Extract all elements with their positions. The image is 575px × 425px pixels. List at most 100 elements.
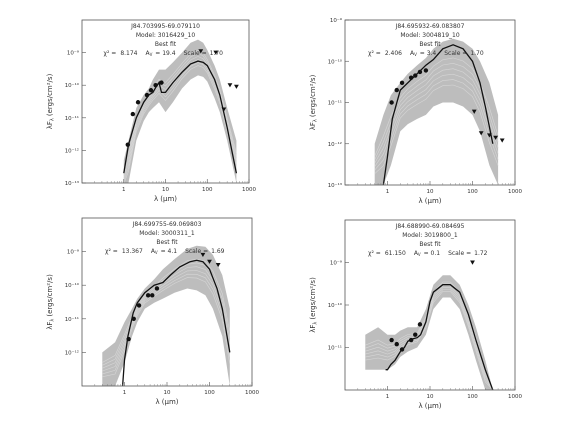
data-point xyxy=(130,111,136,117)
data-point xyxy=(394,87,399,93)
y-tick-label: 10⁻¹⁰ xyxy=(65,282,80,289)
chi2-value: 2.406 xyxy=(385,50,402,57)
y-tick-label: 10⁻¹¹ xyxy=(65,316,79,323)
data-point xyxy=(417,69,423,75)
y-axis-label-units: (ergs/cm²/s) xyxy=(46,274,54,317)
model-envelope xyxy=(102,245,230,386)
data-point xyxy=(136,303,142,308)
data-point xyxy=(417,322,423,327)
source-id: J84.688990-69.084695 xyxy=(395,223,465,230)
data-point xyxy=(159,80,164,85)
y-axis-label-main: λF xyxy=(46,121,54,129)
y-axis-label-main: λF xyxy=(309,325,317,333)
model-curve xyxy=(123,59,237,179)
model-curve xyxy=(365,285,494,390)
model-curve xyxy=(374,73,499,167)
data-point xyxy=(153,83,158,88)
av-value: 19.4 xyxy=(162,50,176,57)
y-tick-label: 10⁻¹¹ xyxy=(65,115,79,122)
av-value: 0.1 xyxy=(431,250,441,257)
x-axis-label: λ (μm) xyxy=(418,402,441,410)
best-fit-label: Best fit xyxy=(419,241,441,248)
chi2-label: χ² = xyxy=(104,50,117,57)
y-tick-label: 10⁻¹⁰ xyxy=(328,58,343,65)
av-sub: V xyxy=(155,250,158,255)
y-tick-label: 10⁻⁹ xyxy=(330,17,342,24)
y-axis-label: λFλ (ergs/cm²/s) xyxy=(46,274,56,330)
y-axis-label-sub: λ xyxy=(50,319,56,322)
best-fit-label: Best fit xyxy=(156,239,178,246)
y-tick-label: 10⁻¹⁰ xyxy=(328,302,343,309)
av-label: A xyxy=(151,248,156,255)
y-axis-label-sub: λ xyxy=(313,119,319,122)
model-label: Model: 3019800_1 xyxy=(402,232,458,239)
fit-stats: χ² = 2.406 AV = 3.4 Scale = 1.70 xyxy=(368,50,484,57)
x-tick-label: 1000 xyxy=(245,390,259,396)
data-point xyxy=(125,142,130,147)
av-label: A xyxy=(414,250,419,257)
upper-limit-marker xyxy=(198,49,204,54)
y-tick-label: 10⁻¹² xyxy=(65,349,79,356)
chi2-value: 13.367 xyxy=(122,248,143,255)
av-value: 3.4 xyxy=(427,50,437,57)
model-curve xyxy=(365,287,494,390)
av-eq: = xyxy=(153,50,162,57)
chi2-value: 8.174 xyxy=(120,50,137,57)
data-point xyxy=(413,73,418,78)
upper-limit-marker xyxy=(215,262,221,268)
data-point xyxy=(150,293,155,298)
y-tick-label: 10⁻¹⁰ xyxy=(65,82,80,89)
fit-stats: χ² = 13.367 AV = 4.1 Scale = 1.69 xyxy=(105,248,225,255)
y-tick-label: 10⁻¹¹ xyxy=(328,345,342,352)
y-axis-label-main: λF xyxy=(309,122,317,130)
source-id: J84.703995-69.079110 xyxy=(130,23,200,30)
upper-limit-marker xyxy=(478,131,484,136)
x-tick-label: 1 xyxy=(386,189,390,195)
x-tick-label: 1000 xyxy=(508,189,522,195)
data-point xyxy=(154,286,160,291)
model-curve xyxy=(374,57,499,157)
x-axis-label: λ (μm) xyxy=(154,195,177,203)
upper-limit-marker xyxy=(227,83,233,88)
y-axis-label-units: (ergs/cm²/s) xyxy=(309,74,317,117)
av-sub: V xyxy=(150,52,153,57)
model-label: Model: 3016429_10 xyxy=(136,32,195,39)
av-sub: V xyxy=(418,252,421,257)
x-tick-label: 1 xyxy=(123,390,127,396)
x-tick-label: 1 xyxy=(386,394,390,400)
chi2-value: 61.150 xyxy=(385,250,406,257)
av-label: A xyxy=(146,50,151,57)
chi2-label: χ² = xyxy=(368,50,381,57)
x-axis-label: λ (μm) xyxy=(155,398,178,406)
data-point xyxy=(148,88,154,93)
upper-limit-marker xyxy=(499,138,505,143)
upper-limit-marker xyxy=(234,84,239,89)
y-axis-label-units: (ergs/cm²/s) xyxy=(309,277,317,320)
x-tick-label: 10 xyxy=(164,390,171,396)
data-point xyxy=(394,341,399,347)
x-tick-label: 10 xyxy=(427,189,434,195)
y-tick-label: 10⁻⁹ xyxy=(330,260,342,267)
av-eq: = xyxy=(422,250,431,257)
model-curve xyxy=(123,62,237,182)
y-axis-label: λFλ (ergs/cm²/s) xyxy=(309,277,319,333)
x-tick-label: 10 xyxy=(162,187,169,193)
data-point xyxy=(399,347,405,352)
data-point xyxy=(423,68,429,73)
upper-limit-marker xyxy=(221,107,227,112)
scale-label: Scale = xyxy=(444,50,467,57)
av-sub: V xyxy=(414,52,417,57)
model-curve xyxy=(374,68,499,164)
y-tick-label: 10⁻⁹ xyxy=(67,50,79,57)
data-point xyxy=(144,92,150,98)
scale-value: 1.70 xyxy=(470,50,484,57)
data-point xyxy=(408,337,414,343)
y-axis-label: λFλ (ergs/cm²/s) xyxy=(46,73,56,129)
scale-label: Scale = xyxy=(184,50,207,57)
upper-limit-marker xyxy=(470,260,475,265)
data-point xyxy=(399,80,405,86)
y-tick-label: 10⁻¹³ xyxy=(328,182,342,189)
chi2-label: χ² = xyxy=(105,248,118,255)
y-tick-label: 10⁻¹³ xyxy=(65,180,79,187)
